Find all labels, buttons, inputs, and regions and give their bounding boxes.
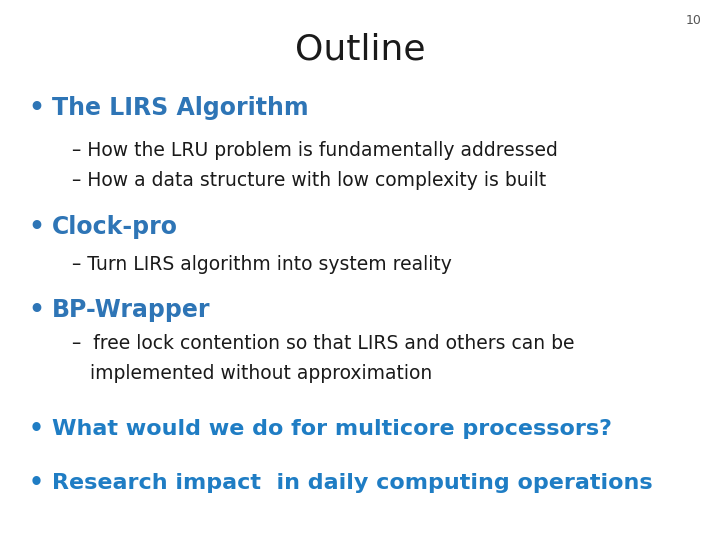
Text: •: • — [29, 215, 45, 239]
Text: – Turn LIRS algorithm into system reality: – Turn LIRS algorithm into system realit… — [72, 255, 452, 274]
Text: Outline: Outline — [294, 32, 426, 66]
Text: The LIRS Algorithm: The LIRS Algorithm — [52, 96, 308, 120]
Text: •: • — [29, 96, 45, 120]
Text: •: • — [29, 471, 44, 495]
Text: Clock-pro: Clock-pro — [52, 215, 178, 239]
Text: – How a data structure with low complexity is built: – How a data structure with low complexi… — [72, 171, 546, 191]
Text: – How the LRU problem is fundamentally addressed: – How the LRU problem is fundamentally a… — [72, 140, 558, 160]
Text: •: • — [29, 299, 45, 322]
Text: •: • — [29, 417, 44, 441]
Text: 10: 10 — [686, 14, 702, 26]
Text: Research impact  in daily computing operations: Research impact in daily computing opera… — [52, 473, 652, 494]
Text: –  free lock contention so that LIRS and others can be: – free lock contention so that LIRS and … — [72, 334, 575, 354]
Text: BP-Wrapper: BP-Wrapper — [52, 299, 210, 322]
Text: What would we do for multicore processors?: What would we do for multicore processor… — [52, 419, 612, 440]
Text: implemented without approximation: implemented without approximation — [72, 364, 432, 383]
